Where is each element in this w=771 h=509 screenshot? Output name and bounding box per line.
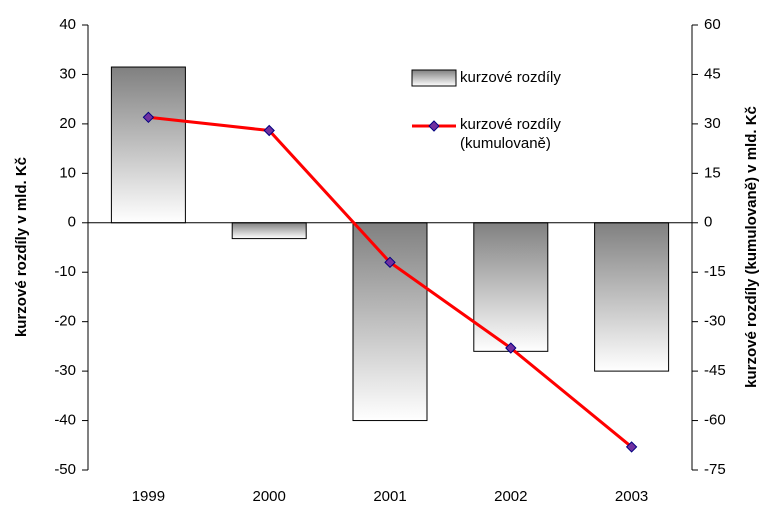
y-tick-label: 10 <box>59 164 76 181</box>
y-tick-label: 40 <box>59 16 76 33</box>
x-tick-label: 2001 <box>373 488 406 505</box>
y-tick-label: -50 <box>54 461 76 478</box>
y-tick-label: 30 <box>59 65 76 82</box>
marker <box>263 124 275 137</box>
bar <box>473 222 549 352</box>
marker <box>625 441 638 453</box>
y2-tick-label: -30 <box>704 313 726 330</box>
y2-tick-label: 45 <box>704 65 721 82</box>
bar <box>594 222 670 372</box>
y-tick-label: -10 <box>54 263 76 280</box>
y2-tick-label: 30 <box>704 115 721 132</box>
y-axis-title: kurzové rozdíly v mld. Kč <box>13 157 30 337</box>
x-tick-label: 2002 <box>494 488 527 505</box>
x-tick-label: 2003 <box>615 488 648 505</box>
y-tick-label: -20 <box>54 313 76 330</box>
y2-tick-label: -60 <box>704 412 726 429</box>
y2-tick-label: 60 <box>704 16 721 33</box>
y-tick-label: 20 <box>59 115 76 132</box>
bar <box>231 222 307 240</box>
y2-tick-label: 0 <box>704 214 712 231</box>
legend-swatch <box>411 69 457 87</box>
legend-marker <box>428 120 440 132</box>
x-tick-label: 2000 <box>253 488 286 505</box>
bar <box>352 222 428 422</box>
legend-label: kurzové rozdíly (kumulovaně) <box>460 116 561 152</box>
y-tick-label: -30 <box>54 362 76 379</box>
bar <box>110 66 186 224</box>
y2-axis-title: kurzové rozdíly (kumulovaně) v mld. Kč <box>743 106 760 388</box>
y-tick-label: -40 <box>54 412 76 429</box>
x-tick-label: 1999 <box>132 488 165 505</box>
y2-tick-label: -15 <box>704 263 726 280</box>
marker <box>384 256 396 269</box>
y-tick-label: 0 <box>68 214 76 231</box>
legend-label: kurzové rozdíly <box>460 69 561 86</box>
y2-tick-label: -45 <box>704 362 726 379</box>
marker <box>142 111 155 124</box>
marker <box>505 342 517 354</box>
y2-tick-label: 15 <box>704 164 721 181</box>
y2-tick-label: -75 <box>704 461 726 478</box>
